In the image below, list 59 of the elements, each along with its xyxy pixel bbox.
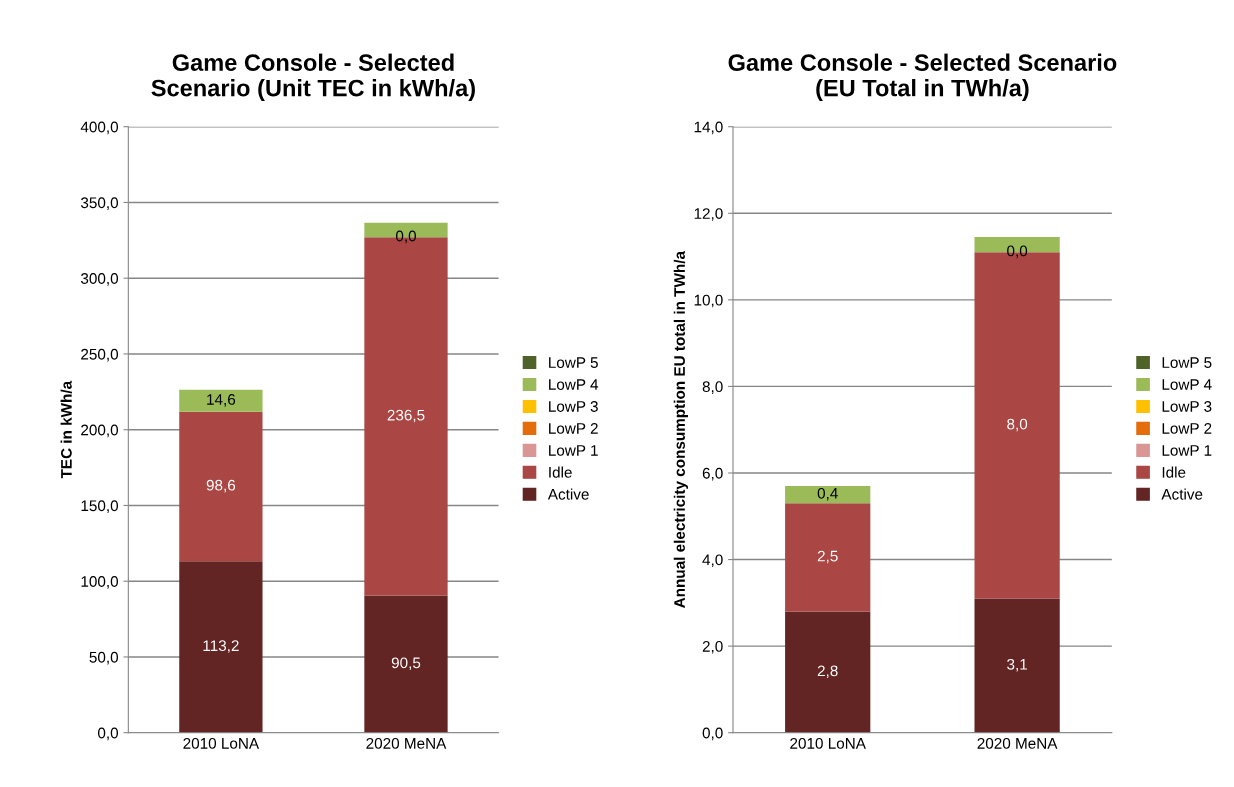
data-label: 8,0 (1007, 418, 1028, 432)
data-label: 0,4 (817, 487, 838, 501)
y-tick-label: 400,0 (80, 121, 119, 135)
y-tick-label: 0,0 (702, 727, 723, 741)
y-tick-label: 100,0 (81, 576, 119, 589)
legend-label: LowP 5 (1162, 357, 1212, 368)
legend-label: LowP 5 (549, 357, 598, 368)
bar (179, 411, 263, 562)
bar (785, 611, 871, 733)
chart-title: Game Console - Selected Scenario (Unit TEC in kWh/a) (151, 53, 475, 102)
y-tick-label: 0,0 (97, 727, 119, 741)
data-label: 2,5 (817, 550, 838, 564)
bar (974, 598, 1060, 733)
y-tick-label: 250,0 (81, 348, 119, 362)
y-axis-title: Annual electricity consumption EU total in TWh/a (673, 250, 688, 608)
legend-label: LowP 3 (549, 401, 598, 412)
x-tick-label: 2010 LoNA (790, 737, 866, 749)
chart-title: Game Console - Selected Scenario (EU Total in TWh/a) (728, 53, 1117, 102)
y-tick-label: 14,0 (694, 121, 723, 135)
legend-label: LowP 1 (1162, 445, 1212, 456)
bar (179, 389, 263, 412)
legend-label: Active (547, 488, 589, 500)
y-tick-label: 4,0 (702, 554, 723, 568)
y-tick-label: 2,0 (702, 640, 723, 654)
y-tick-label: 350,0 (80, 197, 119, 210)
bar (364, 595, 448, 733)
legend-label: LowP 4 (1162, 379, 1212, 390)
legend-label: LowP 1 (549, 445, 598, 456)
legend-label: LowP 3 (1162, 401, 1212, 412)
bar (179, 561, 263, 733)
data-label: 0,0 (395, 230, 417, 244)
y-tick-label: 12,0 (694, 208, 723, 221)
y-tick-label: 10,0 (694, 294, 723, 308)
legend-label: LowP 4 (549, 379, 599, 390)
y-tick-label: 150,0 (81, 500, 119, 513)
legend-label: Idle (1162, 466, 1186, 478)
x-tick-label: 2010 LoNA (183, 737, 260, 749)
y-tick-label: 50,0 (89, 651, 119, 665)
legend-label: LowP 2 (1162, 423, 1212, 434)
data-label: 14,6 (207, 394, 236, 407)
bar (785, 485, 871, 504)
data-label: 3,1 (1007, 658, 1027, 672)
legend-label: LowP 2 (549, 423, 598, 434)
data-label: 0,0 (1007, 245, 1028, 259)
y-tick-label: 300,0 (80, 273, 119, 286)
x-tick-label: 2020 MeNA (366, 737, 447, 749)
y-axis-title: TEC in kWh/a (60, 380, 72, 479)
y-tick-label: 8,0 (702, 381, 723, 394)
legend-label: Active (1161, 488, 1203, 500)
y-tick-label: 6,0 (702, 467, 723, 481)
bar (785, 503, 871, 612)
data-label: 90,5 (391, 657, 421, 671)
legend-label: Idle (549, 466, 572, 478)
data-label: 2,8 (817, 665, 838, 678)
x-tick-label: 2020 MeNA (977, 737, 1058, 749)
data-label: 236,5 (387, 409, 425, 423)
data-label: 113,2 (203, 640, 239, 653)
y-tick-label: 200,0 (81, 424, 119, 438)
data-label: 98,6 (206, 479, 236, 493)
